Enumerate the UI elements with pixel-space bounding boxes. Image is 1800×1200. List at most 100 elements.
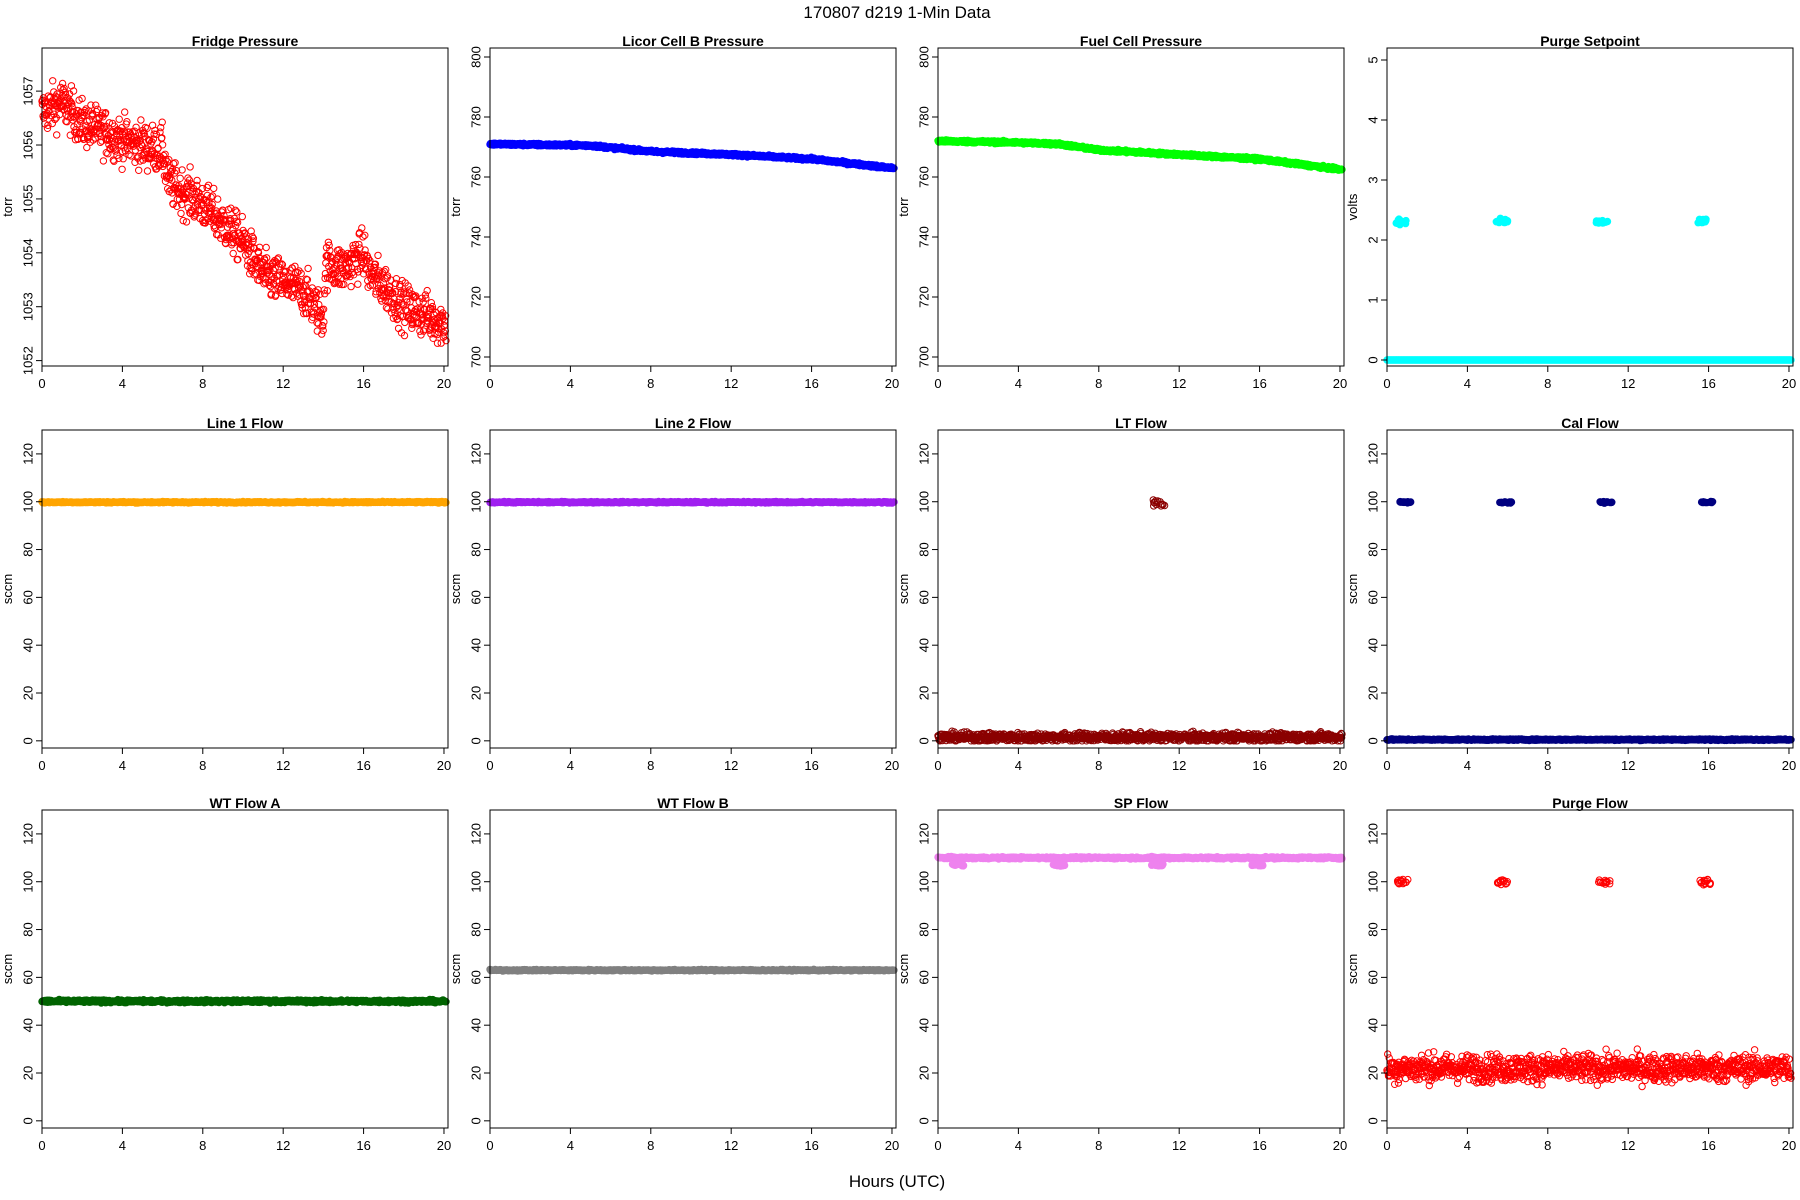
- x-tick-label: 12: [276, 758, 290, 773]
- data-points: [39, 78, 449, 347]
- y-tick-label: 1052: [20, 346, 35, 375]
- data-point: [263, 244, 269, 250]
- data-point: [136, 167, 142, 173]
- x-tick-label: 4: [1015, 376, 1022, 391]
- y-tick-label: 0: [1365, 356, 1380, 363]
- data-point: [230, 250, 236, 256]
- y-axis-label: sccm: [448, 574, 463, 604]
- data-point: [1494, 218, 1500, 224]
- x-tick-label: 4: [119, 758, 126, 773]
- x-tick-label: 20: [885, 376, 899, 391]
- data-point: [385, 306, 391, 312]
- y-tick-label: 1056: [20, 131, 35, 160]
- x-tick-label: 8: [647, 376, 654, 391]
- x-tick-label: 12: [1172, 376, 1186, 391]
- data-points: [935, 137, 1345, 174]
- y-tick-label: 740: [468, 226, 483, 248]
- y-tick-label: 1055: [20, 184, 35, 213]
- panel-title: Line 1 Flow: [207, 415, 283, 431]
- data-point: [54, 132, 60, 138]
- data-point: [116, 116, 122, 122]
- x-tick-label: 4: [567, 376, 574, 391]
- data-point: [50, 78, 56, 84]
- data-points: [487, 140, 897, 172]
- plot-frame: [490, 48, 896, 366]
- y-tick-label: 3: [1365, 176, 1380, 183]
- y-tick-label: 1057: [20, 77, 35, 106]
- data-points: [487, 498, 897, 506]
- x-tick-label: 0: [486, 376, 493, 391]
- data-point: [119, 166, 125, 172]
- data-point: [187, 164, 193, 170]
- y-axis-label: torr: [896, 197, 911, 217]
- data-point: [144, 168, 150, 174]
- panel-title: Purge Setpoint: [1540, 33, 1640, 49]
- data-point: [215, 196, 221, 202]
- y-tick-label: 0: [20, 737, 35, 744]
- y-tick-label: 2: [1365, 236, 1380, 243]
- data-points: [1384, 215, 1794, 363]
- x-tick-label: 12: [1621, 376, 1635, 391]
- y-tick-label: 120: [20, 443, 35, 465]
- data-point: [177, 175, 183, 181]
- data-point: [178, 210, 184, 216]
- y-tick-label: 720: [916, 286, 931, 308]
- y-tick-label: 740: [916, 226, 931, 248]
- y-tick-label: 40: [20, 638, 35, 652]
- y-tick-label: 4: [1365, 116, 1380, 123]
- y-tick-label: 1053: [20, 292, 35, 321]
- y-axis-label: sccm: [0, 574, 15, 604]
- panel-title: Line 2 Flow: [655, 415, 731, 431]
- data-point: [194, 177, 200, 183]
- plot-frame: [1387, 48, 1793, 366]
- data-point: [128, 153, 134, 159]
- data-point: [239, 213, 245, 219]
- panel-title: Fridge Pressure: [192, 33, 299, 49]
- x-tick-label: 20: [1333, 376, 1347, 391]
- data-point: [122, 109, 128, 115]
- data-point: [1397, 222, 1403, 228]
- data-point: [348, 283, 354, 289]
- data-point: [211, 185, 217, 191]
- y-tick-label: 780: [468, 106, 483, 128]
- data-point: [305, 265, 311, 271]
- panel-title: Licor Cell B Pressure: [622, 33, 764, 49]
- panel-title: Fuel Cell Pressure: [1080, 33, 1202, 49]
- y-tick-label: 5: [1365, 56, 1380, 63]
- x-tick-label: 20: [437, 758, 451, 773]
- y-tick-label: 720: [468, 286, 483, 308]
- data-point: [355, 281, 361, 287]
- data-point: [93, 102, 99, 108]
- x-tick-label: 20: [437, 376, 451, 391]
- plot-frame: [938, 48, 1344, 366]
- data-point: [100, 158, 106, 164]
- y-tick-label: 100: [20, 491, 35, 513]
- data-point: [1703, 216, 1709, 222]
- plot-frame: [42, 430, 448, 748]
- x-tick-label: 4: [119, 376, 126, 391]
- y-tick-label: 1: [1365, 296, 1380, 303]
- x-tick-label: 16: [1701, 376, 1715, 391]
- x-tick-label: 0: [934, 376, 941, 391]
- data-point: [159, 142, 165, 148]
- y-tick-label: 800: [468, 46, 483, 68]
- data-point: [138, 117, 144, 123]
- plot-frame: [42, 48, 448, 366]
- x-tick-label: 0: [1383, 376, 1390, 391]
- x-tick-label: 16: [804, 376, 818, 391]
- x-tick-label: 4: [1464, 376, 1471, 391]
- x-tick-label: 16: [1252, 376, 1266, 391]
- y-tick-label: 20: [20, 686, 35, 700]
- data-point: [1595, 220, 1601, 226]
- x-tick-label: 16: [356, 758, 370, 773]
- y-tick-label: 60: [20, 590, 35, 604]
- data-point: [1501, 219, 1507, 225]
- figure-title: 170807 d219 1-Min Data: [803, 3, 991, 22]
